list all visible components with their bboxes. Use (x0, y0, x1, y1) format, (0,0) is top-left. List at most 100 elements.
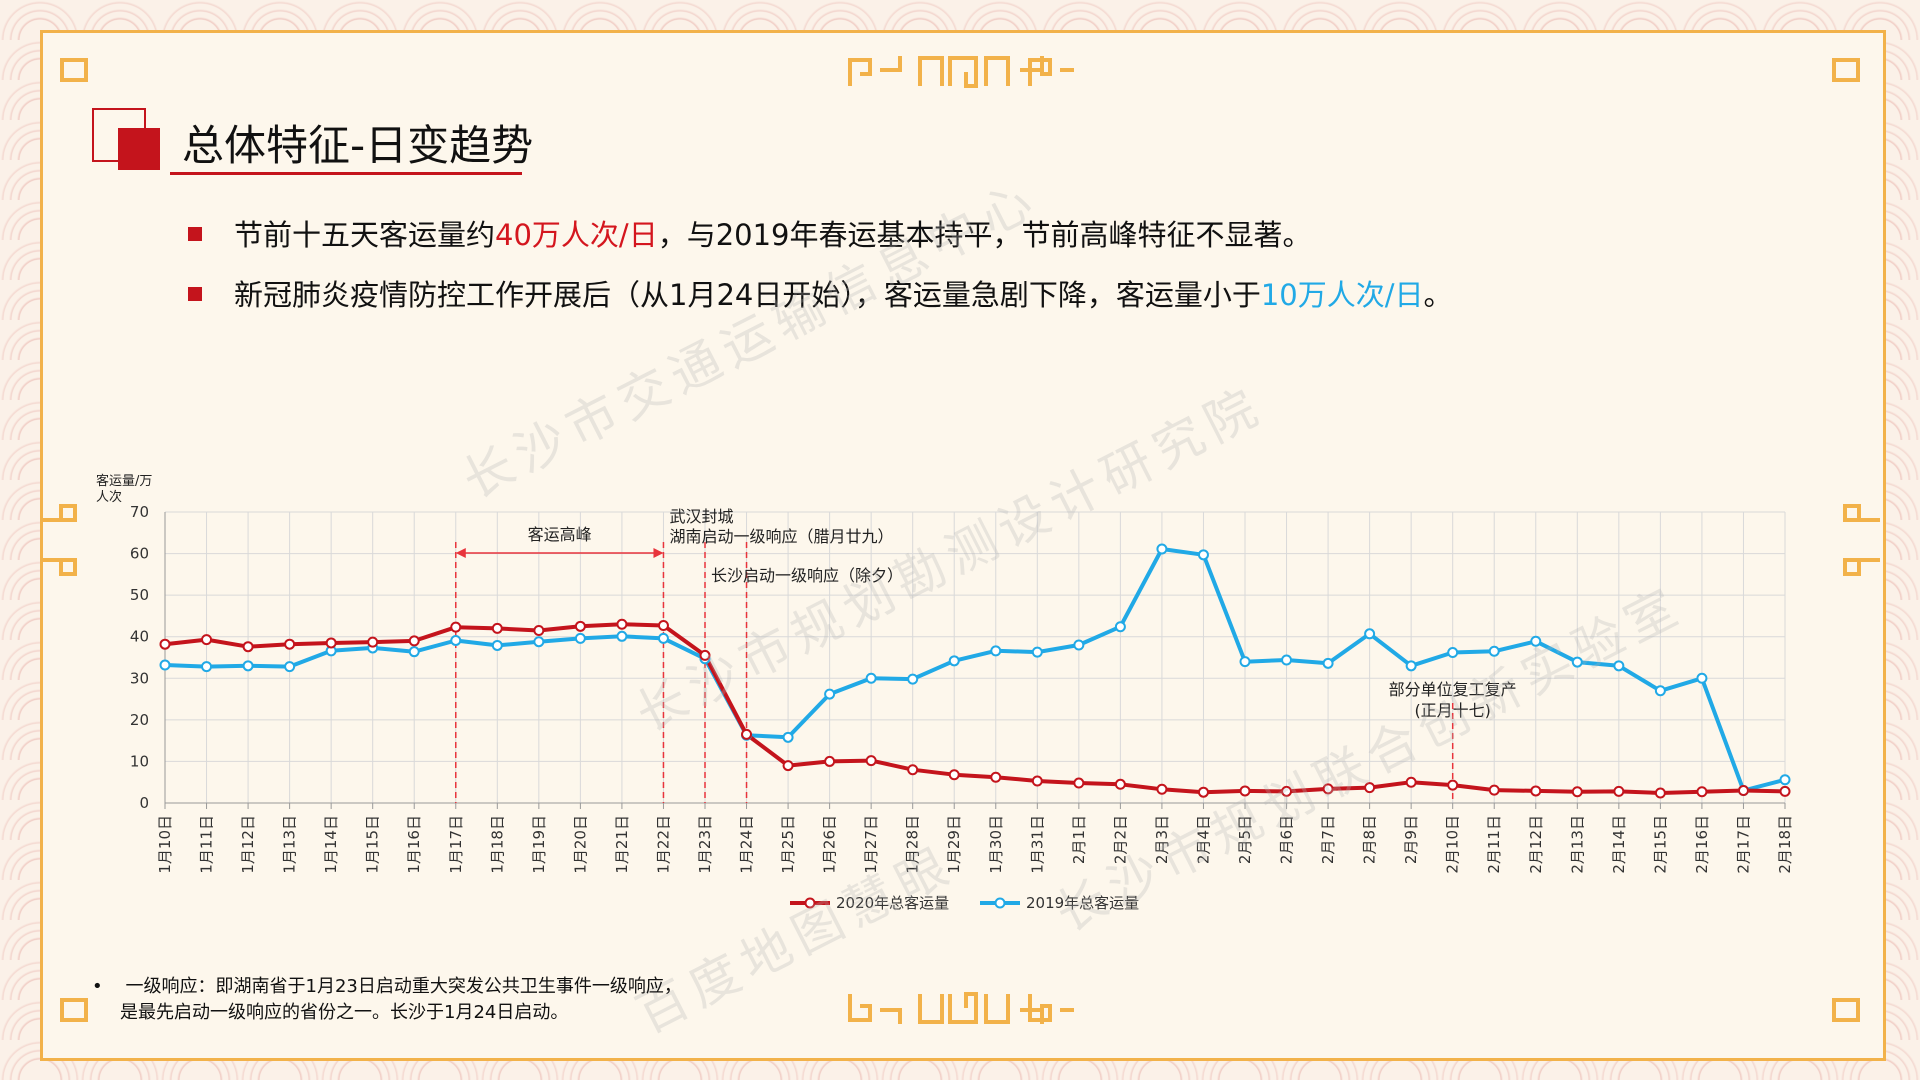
data-point (1654, 685, 1666, 697)
data-point (990, 645, 1002, 657)
data-point (450, 634, 462, 646)
data-point (1488, 645, 1500, 657)
data-point (1281, 654, 1293, 666)
footnote-line-1: • 一级响应：即湖南省于1月23日启动重大突发公共卫生事件一级响应， (92, 976, 682, 997)
x-tick-label: 1月23日 (696, 815, 714, 874)
data-point (1654, 787, 1666, 799)
data-point (657, 619, 669, 631)
x-tick-label: 1月12日 (239, 815, 257, 874)
x-tick-label: 2月14日 (1610, 815, 1628, 874)
bullet-1-highlight: 40万人次/日 (495, 218, 658, 252)
y-tick-label: 10 (130, 752, 149, 770)
y-tick-label: 20 (130, 711, 149, 729)
data-point (367, 636, 379, 648)
data-point (741, 728, 753, 740)
data-point (824, 755, 836, 767)
data-point (201, 634, 213, 646)
x-tick-label: 2月7日 (1319, 815, 1337, 864)
bullet-2-text: 新冠肺炎疫情防控工作开展后（从1月24日开始），客运量急剧下降，客运量小于 (234, 278, 1261, 312)
data-point (1322, 783, 1334, 795)
x-tick-label: 1月20日 (571, 815, 589, 874)
chart-grid: 0 10 20 30 40 50 60 70 (130, 503, 1786, 812)
data-point (1156, 783, 1168, 795)
x-tick-label: 1月18日 (488, 815, 506, 874)
data-point (1779, 785, 1791, 797)
data-point (1571, 786, 1583, 798)
data-point (1737, 785, 1749, 797)
data-point (1239, 656, 1251, 668)
y-axis-title-line1: 客运量/万 (96, 473, 152, 489)
data-point (1156, 543, 1168, 555)
x-tick-label: 2月3日 (1153, 815, 1171, 864)
y-tick-label: 70 (130, 503, 149, 521)
data-point (450, 621, 462, 633)
data-point (865, 672, 877, 684)
bullet-1: 节前十五天客运量约40万人次/日，与2019年春运基本持平，节前高峰特征不显著。 (188, 212, 1312, 254)
data-point (616, 618, 628, 630)
event-lines (455, 542, 1454, 803)
data-point (1322, 657, 1334, 669)
x-tick-label: 1月27日 (862, 815, 880, 874)
bullet-2: 新冠肺炎疫情防控工作开展后（从1月24日开始），客运量急剧下降，客运量小于10万… (188, 272, 1453, 314)
y-tick-label: 60 (130, 545, 149, 563)
series-lines (164, 547, 1786, 795)
data-point (242, 660, 254, 672)
x-tick-label: 2月10日 (1444, 815, 1462, 874)
data-point (242, 641, 254, 653)
x-tick-label: 2月13日 (1568, 815, 1586, 874)
annotation-label: 部分单位复工复产 (1389, 680, 1517, 699)
x-tick-label: 1月16日 (405, 815, 423, 874)
x-tick-label: 2月8日 (1361, 815, 1379, 864)
series-points (159, 543, 1791, 799)
data-point (325, 637, 337, 649)
data-point (1779, 774, 1791, 786)
data-point (1405, 660, 1417, 672)
legend-label: 2019年总客运量 (1026, 894, 1139, 912)
x-tick-label: 2月9日 (1402, 815, 1420, 864)
data-point (1696, 672, 1708, 684)
data-point (533, 624, 545, 636)
axis-ticks: 1月10日 1月11日 1月12日 1月13日 1月14日 1月15日 1月16日 1月17日… (156, 803, 1794, 874)
annotation-label: 长沙启动一级响应（除夕） (711, 566, 903, 585)
x-tick-label: 1月25日 (779, 815, 797, 874)
x-tick-label: 2月18日 (1776, 815, 1794, 874)
x-tick-label: 1月13日 (281, 815, 299, 874)
data-point (1530, 785, 1542, 797)
x-tick-label: 1月19日 (530, 815, 548, 874)
data-point (1197, 549, 1209, 561)
data-point (782, 760, 794, 772)
data-point (284, 661, 296, 673)
y-tick-label: 30 (130, 669, 149, 687)
x-tick-label: 2月5日 (1236, 815, 1254, 864)
data-point (533, 636, 545, 648)
annotation-label: 湖南启动一级响应（腊月廿九） (669, 527, 893, 546)
data-point (782, 731, 794, 743)
x-tick-label: 2月4日 (1194, 815, 1212, 864)
x-tick-label: 1月28日 (904, 815, 922, 874)
x-tick-label: 1月10日 (156, 815, 174, 874)
data-point (948, 655, 960, 667)
data-point (1447, 647, 1459, 659)
y-tick-label: 40 (130, 628, 149, 646)
data-point (1364, 628, 1376, 640)
data-point (159, 638, 171, 650)
bullet-marker (188, 227, 202, 241)
x-tick-label: 2月15日 (1651, 815, 1669, 874)
footnote-text-1: 一级响应：即湖南省于1月23日启动重大突发公共卫生事件一级响应， (125, 976, 682, 997)
data-point (865, 755, 877, 767)
data-point (491, 639, 503, 651)
data-point (1613, 660, 1625, 672)
annotation-label: 武汉封城 (669, 507, 733, 526)
data-point (1696, 786, 1708, 798)
bullet-1-tail: ，与2019年春运基本持平，节前高峰特征不显著。 (657, 218, 1312, 252)
legend-swatch-marker (994, 897, 1006, 909)
x-tick-label: 2月2日 (1111, 815, 1129, 864)
page-title: 总体特征-日变趋势 (182, 121, 534, 170)
x-tick-label: 2月6日 (1278, 815, 1296, 864)
x-tick-label: 2月12日 (1527, 815, 1545, 874)
chart-legend: 2020年总客运量 2019年总客运量 (790, 894, 1139, 912)
bullet-2-tail: 。 (1423, 278, 1453, 312)
